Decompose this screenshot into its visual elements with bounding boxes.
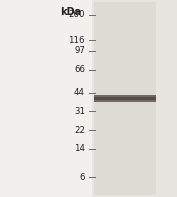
Text: 97: 97 xyxy=(74,46,85,55)
Text: 31: 31 xyxy=(74,107,85,116)
Text: 6: 6 xyxy=(79,173,85,182)
Text: 14: 14 xyxy=(74,144,85,153)
Text: kDa: kDa xyxy=(60,7,81,18)
Bar xyxy=(92,0,177,197)
Text: 66: 66 xyxy=(74,65,85,74)
Bar xyxy=(94,97,156,100)
Bar xyxy=(94,95,156,102)
Text: 22: 22 xyxy=(74,125,85,135)
Text: 44: 44 xyxy=(74,88,85,97)
Text: 116: 116 xyxy=(68,36,85,45)
Text: 200: 200 xyxy=(68,10,85,19)
Bar xyxy=(94,2,156,195)
